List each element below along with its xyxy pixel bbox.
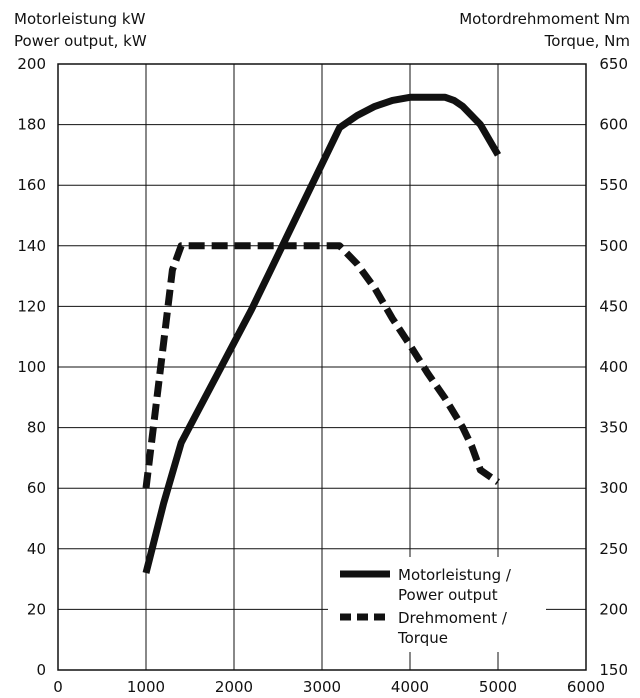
legend: Motorleistung / Power output Drehmoment … <box>328 557 546 652</box>
x-tick-label: 0 <box>53 678 63 696</box>
right-y-tick-label: 200 <box>599 600 628 618</box>
right-y-tick-label: 350 <box>599 419 628 437</box>
right-y-tick-label: 450 <box>599 297 628 315</box>
left-y-tick-label: 140 <box>17 237 46 255</box>
x-tick-labels: 0 1000 2000 3000 4000 5000 6000 <box>53 678 605 696</box>
x-tick-label: 6000 <box>567 678 605 696</box>
x-tick-label: 4000 <box>391 678 429 696</box>
right-y-tick-label: 600 <box>599 116 628 134</box>
series-lines <box>142 93 502 574</box>
right-y-tick-label: 150 <box>599 661 628 679</box>
legend-power-label-line-1: Motorleistung / <box>398 566 512 584</box>
x-tick-label: 3000 <box>303 678 341 696</box>
left-y-tick-label: 60 <box>27 479 46 497</box>
left-y-tick-label: 0 <box>36 661 46 679</box>
left-y-tick-label: 200 <box>17 55 46 73</box>
left-axis-title-line-2: Power output, kW <box>14 32 147 50</box>
x-tick-label: 5000 <box>479 678 517 696</box>
left-y-tick-label: 80 <box>27 419 46 437</box>
left-y-tick-label: 40 <box>27 540 46 558</box>
right-y-tick-label: 650 <box>599 55 628 73</box>
right-y-tick-label: 400 <box>599 358 628 376</box>
right-y-tick-label: 250 <box>599 540 628 558</box>
right-axis-title-line-1: Motordrehmoment Nm <box>459 10 630 28</box>
right-axis-title-line-2: Torque, Nm <box>544 32 630 50</box>
torque-line <box>142 242 500 489</box>
right-y-tick-label: 500 <box>599 237 628 255</box>
left-y-tick-label: 120 <box>17 297 46 315</box>
left-y-tick-label: 20 <box>27 600 46 618</box>
power-output-line <box>142 93 502 574</box>
plot-frame <box>57 63 587 671</box>
x-tick-label: 2000 <box>215 678 253 696</box>
left-axis-title-line-1: Motorleistung kW <box>14 10 146 28</box>
right-y-tick-labels: 150 200 250 300 350 400 450 500 550 600 650 <box>599 55 628 679</box>
x-tick-label: 1000 <box>127 678 165 696</box>
legend-power-label-line-2: Power output <box>398 586 498 604</box>
left-y-tick-label: 160 <box>17 176 46 194</box>
legend-torque-label-line-1: Drehmoment / <box>398 609 508 627</box>
right-y-tick-label: 300 <box>599 479 628 497</box>
left-y-tick-label: 100 <box>17 358 46 376</box>
left-y-tick-labels: 0 20 40 60 80 100 120 140 160 180 200 <box>17 55 46 679</box>
legend-torque-label-line-2: Torque <box>397 629 448 647</box>
right-y-tick-label: 550 <box>599 176 628 194</box>
left-y-tick-label: 180 <box>17 116 46 134</box>
